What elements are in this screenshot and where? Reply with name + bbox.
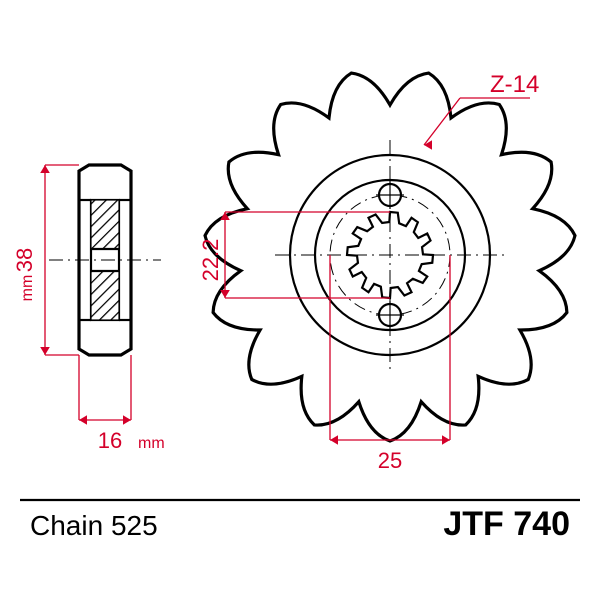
dim-25-value: 25 bbox=[378, 448, 402, 473]
diagram-canvas: 38 mm 16 mm 22.2 25 Z-14 Chain 525 JTF 740 bbox=[0, 0, 600, 600]
dim-16-value: 16 bbox=[98, 428, 122, 453]
part-number: JTF 740 bbox=[443, 505, 570, 543]
dim-38-value: 38 bbox=[12, 248, 37, 272]
dim-38-unit: mm bbox=[19, 275, 36, 302]
chain-label: Chain 525 bbox=[30, 510, 158, 541]
dim-16-unit: mm bbox=[138, 435, 165, 452]
label-z14: Z-14 bbox=[490, 71, 539, 98]
dim-222-value: 22.2 bbox=[198, 239, 223, 282]
side-view: 38 mm 16 mm bbox=[12, 165, 165, 453]
sprocket-view: 22.2 25 Z-14 bbox=[198, 71, 575, 473]
